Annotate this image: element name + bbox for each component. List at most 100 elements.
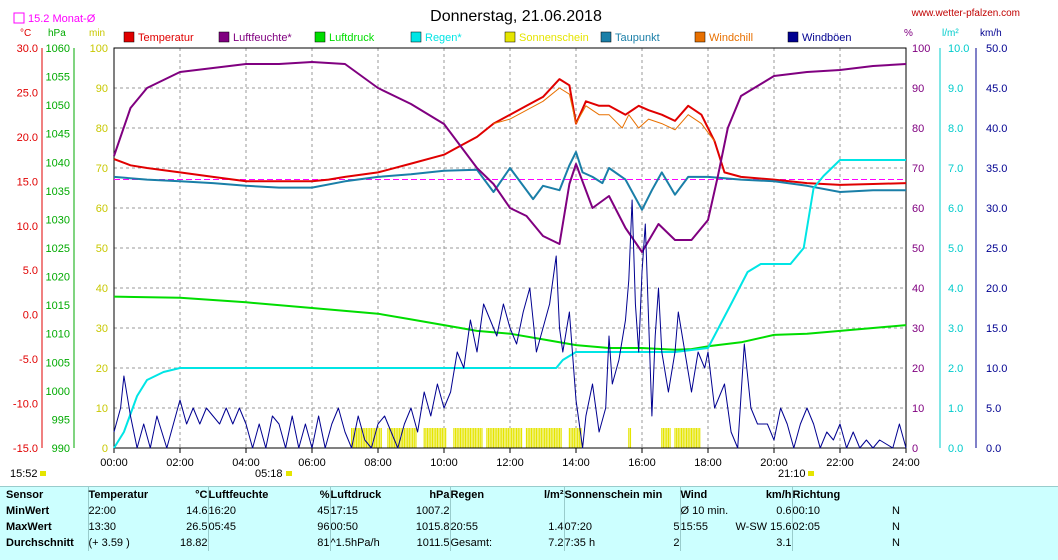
temp-tick-label: -15.0 (13, 443, 38, 455)
rain-tick-label: 3.0 (948, 323, 963, 335)
legend-swatch (694, 31, 706, 43)
legend-label: Luftfeuchte* (233, 32, 292, 44)
wind-tick-label: 15.0 (986, 323, 1007, 335)
legend-label: Taupunkt (615, 32, 660, 44)
summary-panel: Sensor Temperatur °C Luftfeuchte % Luftd… (0, 486, 1058, 560)
cell (642, 503, 680, 519)
humidity-tick-label: 40 (912, 283, 924, 295)
rain-tick-label: 0.0 (948, 443, 963, 455)
x-tick-label: 00:00 (100, 457, 128, 469)
row-label: MaxWert (6, 521, 52, 533)
header-humidity-unit: % (319, 489, 330, 501)
pressure-tick-label: 1005 (46, 357, 70, 369)
sun-tick-label: 80 (96, 123, 108, 135)
wind-tick-label: 0.0 (986, 443, 1001, 455)
cell: 13:30 (87, 519, 158, 535)
pressure-tick-label: 1010 (46, 329, 70, 341)
cell: 96 (317, 521, 330, 533)
humidity-tick-label: 100 (912, 43, 930, 55)
humidity-tick-label: 60 (912, 203, 924, 215)
sun-tick-label: 60 (96, 203, 108, 215)
pressure-tick-label: 1050 (46, 100, 70, 112)
cell: 1015.8 (415, 521, 450, 533)
cell: 00:10 (791, 503, 858, 519)
x-tick-label: 20:00 (760, 457, 788, 469)
wind-tick-label: 35.0 (986, 163, 1007, 175)
cell: N (892, 521, 900, 533)
legend-label: Temperatur (138, 32, 194, 44)
x-tick-label: 18:00 (694, 457, 722, 469)
header-sensor: Sensor (6, 489, 44, 501)
sun-tick-label: 50 (96, 243, 108, 255)
summary-header-row: Sensor Temperatur °C Luftfeuchte % Luftd… (0, 487, 900, 503)
rain-tick-label: 5.0 (948, 243, 963, 255)
cell: (+ 3.59 ) (87, 535, 158, 551)
sunrise-sun-icon (286, 471, 292, 476)
cell: 45 (317, 505, 330, 517)
legend-swatch (410, 31, 422, 43)
legend-label: Regen* (425, 32, 462, 44)
series-line-windben (113, 199, 907, 449)
series-line-temperatur (113, 78, 907, 186)
header-pressure: Luftdruck (329, 487, 398, 503)
pressure-tick-label: 995 (52, 414, 70, 426)
cell (207, 535, 280, 551)
legend-label: Windchill (709, 32, 753, 44)
x-tick-label: 22:00 (826, 457, 854, 469)
wind-tick-label: 25.0 (986, 243, 1007, 255)
cell (563, 503, 642, 519)
x-tick-label: 14:00 (562, 457, 590, 469)
chart-title: Donnerstag, 21.06.2018 (430, 8, 602, 25)
cell: ^1.5hPa/h (329, 535, 398, 551)
wind-tick-label: 10.0 (986, 363, 1007, 375)
cell: 00:50 (329, 519, 398, 535)
temp-tick-label: 20.0 (17, 132, 38, 144)
cell: 14.6 (186, 505, 208, 517)
header-sunshine: Sonnenschein min (563, 487, 680, 503)
unit-rain: l/m² (942, 28, 959, 39)
header-rain: Regen (449, 487, 512, 503)
cell (449, 503, 512, 519)
summary-table: Sensor Temperatur °C Luftfeuchte % Luftd… (0, 487, 900, 551)
cell: N (892, 537, 900, 549)
temp-tick-label: 15.0 (17, 176, 38, 188)
series-line-luftfeuchte (113, 61, 907, 253)
x-tick-label: 08:00 (364, 457, 392, 469)
header-humidity: Luftfeuchte (207, 487, 280, 503)
wind-tick-label: 5.0 (986, 403, 1001, 415)
time-now-label: 15:52 (10, 468, 38, 480)
legend-label: Luftdruck (329, 32, 375, 44)
rain-tick-label: 1.0 (948, 403, 963, 415)
sun-tick-label: 90 (96, 83, 108, 95)
x-tick-label: 10:00 (430, 457, 458, 469)
wind-tick-label: 40.0 (986, 123, 1007, 135)
cell (512, 503, 564, 519)
cell: 1.4 (548, 521, 564, 533)
header-rain-unit: l/m² (543, 489, 564, 501)
sun-tick-label: 10 (96, 403, 108, 415)
header-temperature: Temperatur (87, 487, 158, 503)
cell: 22:00 (87, 503, 158, 519)
pressure-tick-label: 1055 (46, 72, 70, 84)
summary-row-average: Durchschnitt (+ 3.59 ) 18.82 81 ^1.5hPa/… (0, 535, 900, 551)
unit-wind: km/h (980, 28, 1002, 39)
header-temperature-unit: °C (195, 489, 208, 501)
legend-swatch (218, 31, 230, 43)
website-link[interactable]: www.wetter-pfalzen.com (911, 8, 1020, 19)
sunset-sun-icon (808, 471, 814, 476)
x-tick-label: 12:00 (496, 457, 524, 469)
wind-tick-label: 50.0 (986, 43, 1007, 55)
temp-tick-label: 0.0 (23, 310, 38, 322)
legend-swatch (600, 31, 612, 43)
x-tick-label: 06:00 (298, 457, 326, 469)
sun-tick-label: 40 (96, 283, 108, 295)
temp-tick-label: -5.0 (19, 354, 38, 366)
humidity-tick-label: 0 (912, 443, 918, 455)
pressure-tick-label: 1035 (46, 186, 70, 198)
header-wind-unit: km/h (765, 489, 792, 501)
rain-tick-label: 9.0 (948, 83, 963, 95)
temp-tick-label: 30.0 (17, 43, 38, 55)
pressure-tick-label: 1060 (46, 43, 70, 55)
cell: 20:55 (449, 519, 512, 535)
pressure-tick-label: 1020 (46, 272, 70, 284)
